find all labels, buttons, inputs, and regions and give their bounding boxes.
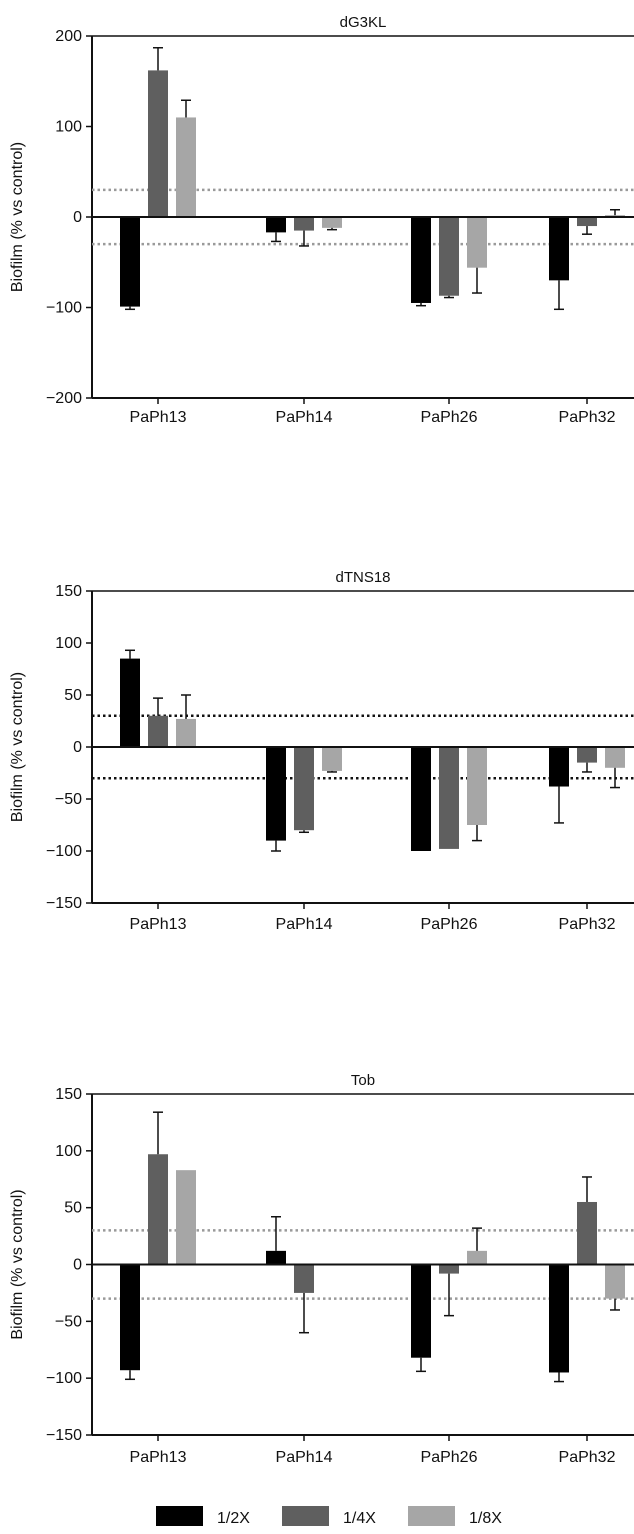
- bar: [439, 747, 459, 849]
- y-tick-label: 200: [55, 28, 82, 45]
- y-tick-label: −50: [55, 791, 82, 808]
- y-tick-label: −150: [46, 1427, 82, 1444]
- y-tick-label: 0: [73, 739, 82, 756]
- category-label: PaPh14: [276, 916, 333, 933]
- y-tick-label: 100: [55, 1143, 82, 1160]
- bar: [605, 747, 625, 768]
- bar: [549, 1264, 569, 1373]
- y-tick-label: 150: [55, 1086, 82, 1103]
- chart-title: dTNS18: [335, 569, 390, 586]
- category-label: PaPh26: [421, 409, 478, 426]
- y-tick-label: −50: [55, 1313, 82, 1330]
- y-tick-label: 50: [64, 1200, 82, 1217]
- bar: [294, 1264, 314, 1293]
- y-tick-label: −100: [46, 1370, 82, 1387]
- bar: [411, 217, 431, 303]
- category-label: PaPh32: [559, 916, 616, 933]
- category-label: PaPh32: [559, 409, 616, 426]
- y-axis-label: Biofilm (% vs control): [9, 1189, 26, 1339]
- chart-title: Tob: [351, 1072, 375, 1089]
- legend: 1/2X 1/4X 1/8X: [156, 1506, 502, 1527]
- category-label: PaPh26: [421, 1449, 478, 1466]
- bar: [467, 217, 487, 268]
- legend-swatch: [156, 1506, 203, 1526]
- category-label: PaPh13: [130, 916, 187, 933]
- chart-title: dG3KL: [340, 14, 387, 31]
- chart-panel-dg3kl: dG3KL 200 100 0 −100 −200 Biofilm (% vs contro…: [9, 14, 634, 426]
- bar: [266, 217, 286, 233]
- bar: [176, 117, 196, 217]
- bar: [266, 747, 286, 841]
- y-axis-label: Biofilm (% vs control): [9, 142, 26, 292]
- bar: [148, 1154, 168, 1265]
- y-tick-label: −100: [46, 300, 82, 317]
- y-tick-label: 150: [55, 583, 82, 600]
- bar: [577, 747, 597, 763]
- legend-swatch: [282, 1506, 329, 1526]
- bar: [294, 217, 314, 231]
- bar: [439, 217, 459, 296]
- y-tick-label: 100: [55, 119, 82, 136]
- bar: [577, 217, 597, 227]
- bar: [120, 658, 140, 747]
- y-axis-label: Biofilm (% vs control): [9, 672, 26, 822]
- bar: [176, 1170, 196, 1265]
- legend-swatch: [408, 1506, 455, 1526]
- y-tick-label: 0: [73, 209, 82, 226]
- category-label: PaPh14: [276, 409, 333, 426]
- bar: [322, 217, 342, 228]
- y-tick-label: −150: [46, 895, 82, 912]
- bar: [439, 1264, 459, 1274]
- bar: [411, 1264, 431, 1358]
- category-label: PaPh32: [559, 1449, 616, 1466]
- bar: [120, 1264, 140, 1371]
- bar: [467, 1250, 487, 1265]
- y-tick-label: 100: [55, 635, 82, 652]
- legend-label: 1/2X: [217, 1510, 250, 1527]
- category-label: PaPh13: [130, 409, 187, 426]
- bar: [577, 1201, 597, 1265]
- category-label: PaPh14: [276, 1449, 333, 1466]
- y-tick-label: 0: [73, 1257, 82, 1274]
- bar: [549, 747, 569, 787]
- bar: [266, 1250, 286, 1265]
- legend-label: 1/4X: [343, 1510, 376, 1527]
- bar: [322, 747, 342, 771]
- bar: [605, 1264, 625, 1299]
- bar: [549, 217, 569, 281]
- y-tick-label: −100: [46, 843, 82, 860]
- bar: [148, 715, 168, 747]
- y-tick-label: 50: [64, 687, 82, 704]
- legend-label: 1/8X: [469, 1510, 502, 1527]
- chart-panel-tob: Tob 150 100 50 0 −50 −100 −150 Biofilm (% vs con…: [9, 1072, 634, 1466]
- bar: [467, 747, 487, 825]
- chart-panel-dtns18: dTNS18 150 100 50 0 −50 −100 −150 Biofilm (% vs …: [9, 569, 634, 933]
- bar: [176, 718, 196, 747]
- bar: [148, 70, 168, 217]
- category-label: PaPh26: [421, 916, 478, 933]
- bar: [411, 747, 431, 851]
- y-tick-label: −200: [46, 390, 82, 407]
- category-label: PaPh13: [130, 1449, 187, 1466]
- bar: [120, 217, 140, 307]
- bar: [294, 747, 314, 831]
